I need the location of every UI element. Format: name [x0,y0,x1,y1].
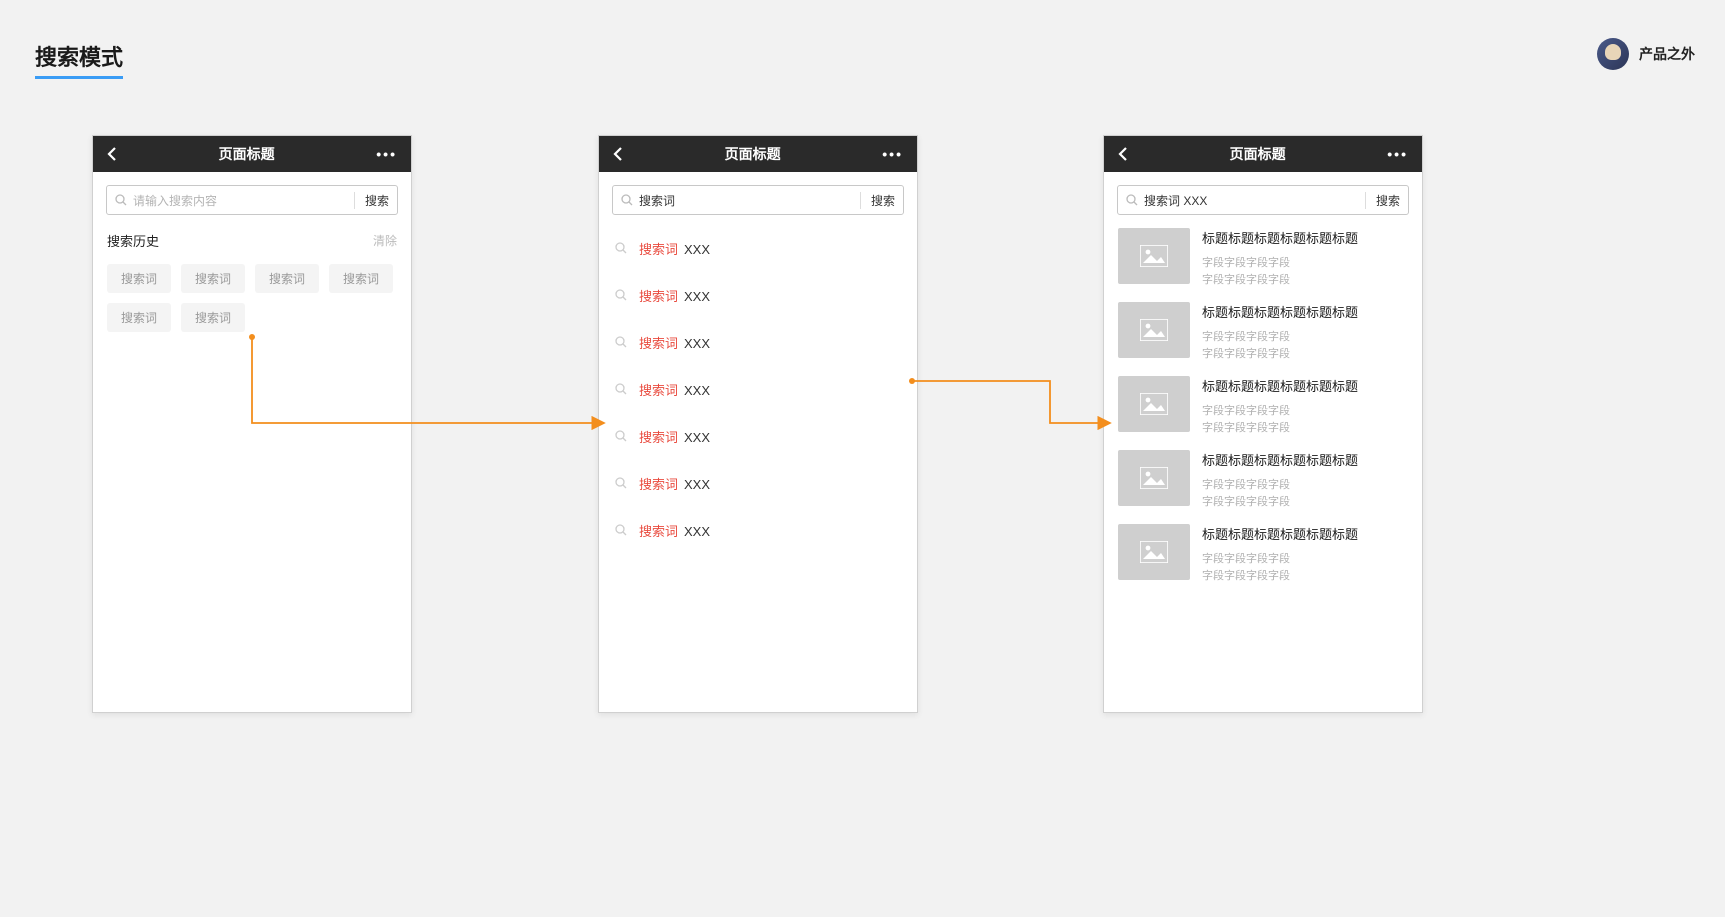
suggestion-item[interactable]: 搜索词 XXX [615,319,901,366]
avatar [1597,38,1629,70]
result-desc: 字段字段字段字段字段字段字段字段 [1202,403,1408,436]
history-chip[interactable]: 搜索词 [107,303,171,332]
nav-bar: 页面标题 ••• [599,136,917,172]
history-chip[interactable]: 搜索词 [255,264,319,293]
search-icon [115,194,127,206]
page-title: 搜索模式 [35,40,123,79]
history-chip[interactable]: 搜索词 [181,264,245,293]
suggestion-rest: XXX [684,524,710,539]
search-icon [615,242,627,254]
result-item[interactable]: 标题标题标题标题标题标题字段字段字段字段字段字段字段字段 [1118,302,1408,362]
result-title: 标题标题标题标题标题标题 [1202,228,1408,247]
suggestion-keyword: 搜索词 [639,427,678,446]
suggestion-item[interactable]: 搜索词 XXX [615,507,901,554]
search-bar[interactable]: 搜索词 XXX 搜索 [1117,185,1409,215]
suggestion-keyword: 搜索词 [639,380,678,399]
result-item[interactable]: 标题标题标题标题标题标题字段字段字段字段字段字段字段字段 [1118,524,1408,584]
search-icon [615,524,627,536]
image-placeholder-icon [1118,524,1190,580]
search-icon [615,383,627,395]
suggestion-keyword: 搜索词 [639,239,678,258]
result-desc: 字段字段字段字段字段字段字段字段 [1202,255,1408,288]
result-item[interactable]: 标题标题标题标题标题标题字段字段字段字段字段字段字段字段 [1118,376,1408,436]
result-title: 标题标题标题标题标题标题 [1202,450,1408,469]
result-title: 标题标题标题标题标题标题 [1202,524,1408,543]
back-icon[interactable] [107,147,117,161]
suggestion-item[interactable]: 搜索词 XXX [615,460,901,507]
search-value: 搜索词 [639,192,860,209]
suggestion-keyword: 搜索词 [639,286,678,305]
image-placeholder-icon [1118,228,1190,284]
suggestion-item[interactable]: 搜索词 XXX [615,272,901,319]
suggestion-keyword: 搜索词 [639,474,678,493]
suggestion-item[interactable]: 搜索词 XXX [615,225,901,272]
brand-text: 产品之外 [1639,44,1695,64]
history-section: 搜索历史 清除 搜索词搜索词搜索词搜索词搜索词搜索词 [93,215,411,332]
phone-suggestions: 页面标题 ••• 搜索词 搜索 搜索词 XXX搜索词 XXX搜索词 XXX搜索词… [598,135,918,713]
image-placeholder-icon [1118,450,1190,506]
brand-block: 产品之外 [1597,38,1695,70]
search-icon [615,477,627,489]
more-icon[interactable]: ••• [1387,146,1408,162]
nav-title: 页面标题 [1230,144,1286,164]
nav-bar: 页面标题 ••• [1104,136,1422,172]
search-button[interactable]: 搜索 [1365,192,1400,209]
result-desc: 字段字段字段字段字段字段字段字段 [1202,551,1408,584]
phone-results: 页面标题 ••• 搜索词 XXX 搜索 标题标题标题标题标题标题字段字段字段字段… [1103,135,1423,713]
more-icon[interactable]: ••• [376,146,397,162]
suggestion-list: 搜索词 XXX搜索词 XXX搜索词 XXX搜索词 XXX搜索词 XXX搜索词 X… [599,215,917,554]
suggestion-rest: XXX [684,242,710,257]
image-placeholder-icon [1118,376,1190,432]
more-icon[interactable]: ••• [882,146,903,162]
search-icon [615,336,627,348]
suggestion-keyword: 搜索词 [639,333,678,352]
back-icon[interactable] [1118,147,1128,161]
search-placeholder: 请输入搜索内容 [133,192,354,209]
search-value: 搜索词 XXX [1144,192,1365,209]
suggestion-rest: XXX [684,289,710,304]
search-button[interactable]: 搜索 [860,192,895,209]
result-title: 标题标题标题标题标题标题 [1202,302,1408,321]
search-icon [615,289,627,301]
history-chip[interactable]: 搜索词 [181,303,245,332]
history-chip[interactable]: 搜索词 [329,264,393,293]
search-button[interactable]: 搜索 [354,192,389,209]
history-chips: 搜索词搜索词搜索词搜索词搜索词搜索词 [107,264,397,332]
history-clear-button[interactable]: 清除 [373,232,397,249]
search-bar[interactable]: 请输入搜索内容 搜索 [106,185,398,215]
suggestion-rest: XXX [684,336,710,351]
suggestion-rest: XXX [684,383,710,398]
image-placeholder-icon [1118,302,1190,358]
history-chip[interactable]: 搜索词 [107,264,171,293]
search-bar[interactable]: 搜索词 搜索 [612,185,904,215]
nav-title: 页面标题 [219,144,275,164]
nav-bar: 页面标题 ••• [93,136,411,172]
suggestion-rest: XXX [684,430,710,445]
history-title: 搜索历史 [107,231,159,250]
back-icon[interactable] [613,147,623,161]
result-desc: 字段字段字段字段字段字段字段字段 [1202,477,1408,510]
suggestion-item[interactable]: 搜索词 XXX [615,366,901,413]
result-item[interactable]: 标题标题标题标题标题标题字段字段字段字段字段字段字段字段 [1118,228,1408,288]
result-title: 标题标题标题标题标题标题 [1202,376,1408,395]
search-icon [621,194,633,206]
search-icon [1126,194,1138,206]
nav-title: 页面标题 [725,144,781,164]
result-list: 标题标题标题标题标题标题字段字段字段字段字段字段字段字段标题标题标题标题标题标题… [1104,215,1422,584]
suggestion-rest: XXX [684,477,710,492]
suggestion-item[interactable]: 搜索词 XXX [615,413,901,460]
result-item[interactable]: 标题标题标题标题标题标题字段字段字段字段字段字段字段字段 [1118,450,1408,510]
result-desc: 字段字段字段字段字段字段字段字段 [1202,329,1408,362]
search-icon [615,430,627,442]
phone-history: 页面标题 ••• 请输入搜索内容 搜索 搜索历史 清除 搜索词搜索词搜索词搜索词… [92,135,412,713]
suggestion-keyword: 搜索词 [639,521,678,540]
